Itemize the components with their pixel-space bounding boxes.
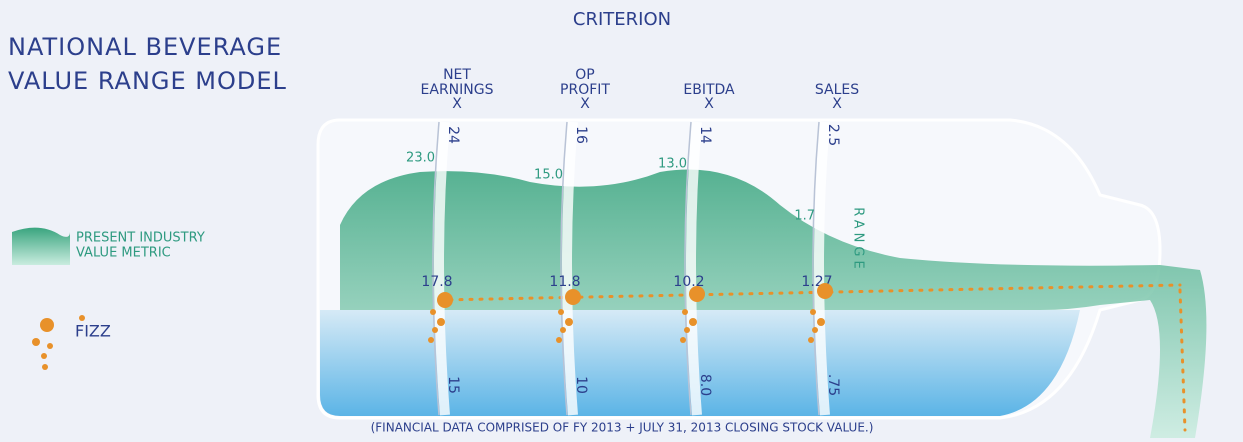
fizz-bubble xyxy=(684,327,690,333)
fizz-value: 11.8 xyxy=(549,274,580,290)
fizz-bubble xyxy=(432,327,438,333)
range-top: 14 xyxy=(697,126,713,144)
fizz-dot xyxy=(565,289,581,305)
fizz-bubble xyxy=(558,309,564,315)
legend-text: FIZZ xyxy=(75,322,111,341)
fizz-dot xyxy=(437,292,453,308)
range-top: 24 xyxy=(445,126,461,144)
footnote: (FINANCIAL DATA COMPRISED OF FY 2013 + J… xyxy=(371,421,874,435)
column-multiplier: X xyxy=(704,96,714,112)
title-line: VALUE RANGE MODEL xyxy=(8,67,287,95)
fizz-dot xyxy=(689,286,705,302)
range-top: 2.5 xyxy=(825,124,841,146)
fizz-bubble xyxy=(682,309,688,315)
header: CRITERION xyxy=(573,9,671,30)
column-label: OP xyxy=(575,67,594,83)
fizz-bubble xyxy=(430,309,436,315)
range-bottom: 8.0 xyxy=(697,374,713,396)
legend-text: PRESENT INDUSTRY xyxy=(76,231,205,246)
column-label: NET xyxy=(443,67,471,83)
range-label: RANGE xyxy=(851,207,866,272)
fizz-bubble xyxy=(689,318,697,326)
industry-value: 15.0 xyxy=(534,168,563,183)
fizz-bubble xyxy=(817,318,825,326)
infographic: NATIONAL BEVERAGE VALUE RANGE MODEL CRIT… xyxy=(0,0,1243,438)
fizz-bubble xyxy=(565,318,573,326)
fizz-bubble xyxy=(437,318,445,326)
range-bottom: .75 xyxy=(825,374,841,396)
fizz-bubble xyxy=(808,337,814,343)
column-multiplier: X xyxy=(832,96,842,112)
industry-value: 23.0 xyxy=(406,151,435,166)
fizz-bubble xyxy=(812,327,818,333)
industry-value: 13.0 xyxy=(658,157,687,172)
legend-swatch xyxy=(12,228,70,265)
fizz-value: 17.8 xyxy=(421,274,452,290)
column-multiplier: X xyxy=(580,96,590,112)
fizz-bubble xyxy=(810,309,816,315)
fizz-bubble xyxy=(560,327,566,333)
range-top: 16 xyxy=(573,126,589,144)
range-bottom: 15 xyxy=(445,376,461,394)
fizz-bubble xyxy=(428,337,434,343)
fizz-bubble xyxy=(556,337,562,343)
industry-value: 1.7 xyxy=(794,209,815,224)
legend-text: VALUE METRIC xyxy=(76,246,171,261)
column-multiplier: X xyxy=(452,96,462,112)
fizz-bubble xyxy=(680,337,686,343)
title-line: NATIONAL BEVERAGE xyxy=(8,33,282,61)
range-bottom: 10 xyxy=(573,376,589,394)
fizz-dot xyxy=(817,283,833,299)
